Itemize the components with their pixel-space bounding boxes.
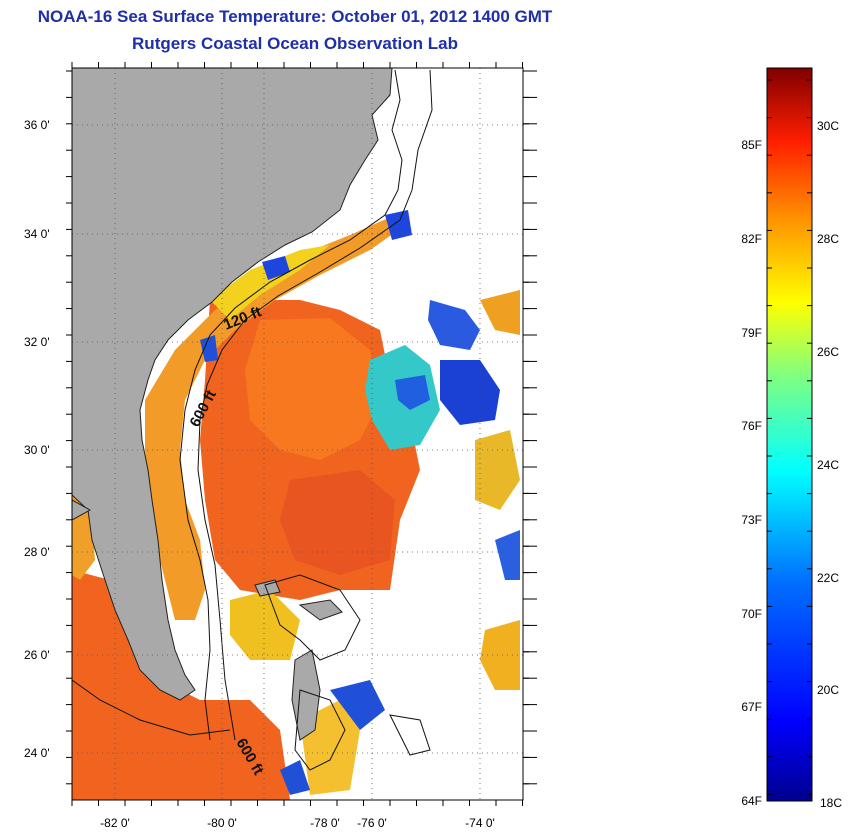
colorbar: 85F 82F 79F 76F 73F 70F 67F 64F 30C 28C … (741, 67, 842, 810)
latitude-labels: 36 0' 34 0' 32 0' 30 0' 28 0' 26 0' 24 0… (24, 118, 50, 760)
cb-f-label: 82F (741, 232, 762, 246)
lon-label: -74 0' (465, 816, 495, 830)
lat-lon-grid (72, 68, 523, 800)
cb-c-label: 18C (820, 796, 842, 810)
cb-c-label: 20C (817, 683, 839, 697)
longitude-labels: -82 0' -80 0' -78 0' -76 0' -74 0' (100, 816, 495, 830)
map-frame (71, 67, 524, 801)
cb-f-label: 67F (741, 700, 762, 714)
cb-f-label: 64F (741, 794, 762, 808)
colorbar-gradient (766, 67, 813, 802)
map-title: NOAA-16 Sea Surface Temperature: October… (37, 7, 553, 26)
colorbar-celsius-labels: 30C 28C 26C 24C 22C 20C 18C (817, 119, 842, 810)
cb-c-label: 30C (817, 119, 839, 133)
land-mass (72, 68, 393, 741)
lon-label: -82 0' (100, 816, 130, 830)
cb-f-label: 85F (741, 138, 762, 152)
lat-label: 24 0' (24, 746, 50, 760)
map-subtitle: Rutgers Coastal Ocean Observation Lab (132, 34, 458, 53)
cb-c-label: 26C (817, 345, 839, 359)
lat-label: 28 0' (24, 545, 50, 559)
colorbar-fahrenheit-labels: 85F 82F 79F 76F 73F 70F 67F 64F (741, 138, 762, 808)
lat-label: 26 0' (24, 648, 50, 662)
cb-f-label: 70F (741, 607, 762, 621)
lat-label: 36 0' (24, 118, 50, 132)
lon-label: -78 0' (310, 816, 340, 830)
cb-f-label: 73F (741, 513, 762, 527)
lon-label: -80 0' (207, 816, 237, 830)
cb-f-label: 79F (741, 326, 762, 340)
lat-label: 34 0' (24, 227, 50, 241)
axis-ticks (66, 62, 537, 806)
depth-contours (72, 69, 433, 771)
lat-label: 32 0' (24, 335, 50, 349)
cb-c-label: 28C (817, 232, 839, 246)
lon-label: -76 0' (357, 816, 387, 830)
lat-label: 30 0' (24, 443, 50, 457)
cb-f-label: 76F (741, 419, 762, 433)
cb-c-label: 24C (817, 458, 839, 472)
cb-c-label: 22C (817, 571, 839, 585)
